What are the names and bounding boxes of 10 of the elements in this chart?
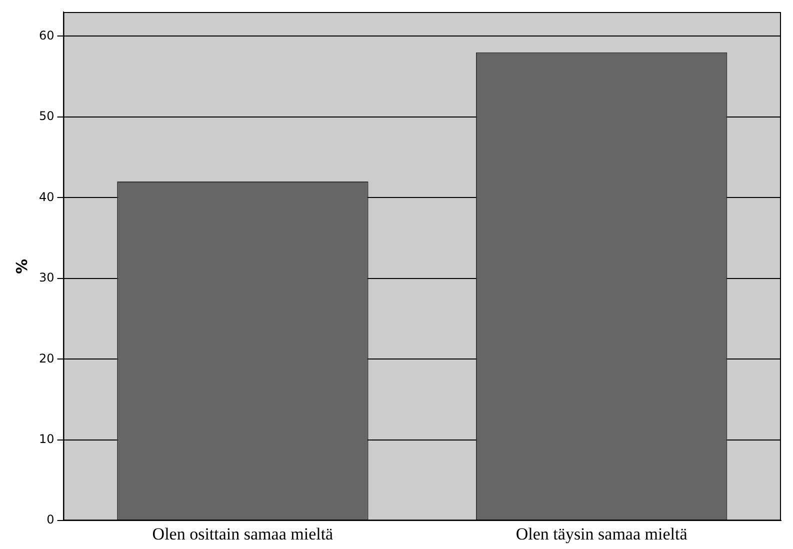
y-tick-label: 50 — [38, 109, 54, 124]
y-tick-label: 10 — [38, 432, 54, 446]
x-tick-label: Olen täysin samaa mieltä — [516, 524, 688, 544]
y-tick-label: 40 — [38, 190, 54, 204]
y-axis-title: % — [12, 258, 31, 274]
y-tick-label: 30 — [38, 270, 54, 285]
x-tick-label: Olen osittain samaa mieltä — [152, 524, 334, 544]
y-tick-label: 20 — [38, 351, 54, 366]
y-tick-label: 0 — [46, 512, 54, 527]
y-tick-label: 60 — [38, 28, 54, 42]
